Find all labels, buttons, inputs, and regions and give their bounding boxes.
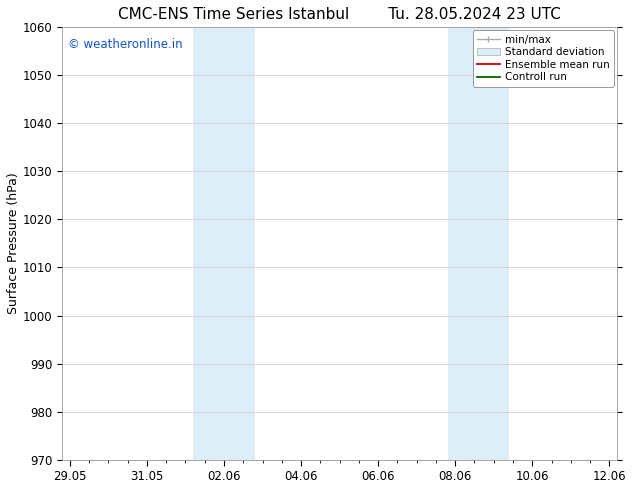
Bar — [224, 27, 255, 460]
Y-axis label: Surface Pressure (hPa): Surface Pressure (hPa) — [7, 172, 20, 314]
Text: © weatheronline.in: © weatheronline.in — [68, 38, 183, 51]
Legend: min/max, Standard deviation, Ensemble mean run, Controll run: min/max, Standard deviation, Ensemble me… — [473, 30, 614, 87]
Bar — [193, 27, 224, 460]
Title: CMC-ENS Time Series Istanbul        Tu. 28.05.2024 23 UTC: CMC-ENS Time Series Istanbul Tu. 28.05.2… — [118, 7, 561, 22]
Bar — [448, 27, 478, 460]
Bar — [478, 27, 509, 460]
